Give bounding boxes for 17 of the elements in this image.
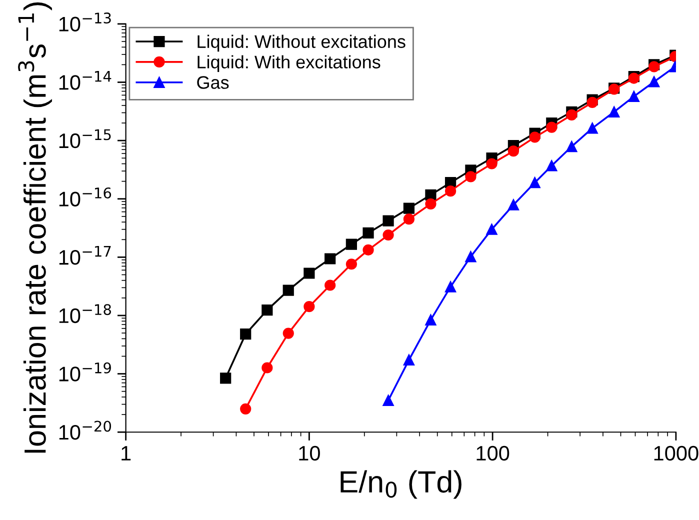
legend-label: Gas [197,76,229,89]
y-tick-label: 10$^{−19}$ [59,362,111,382]
y-tick-label: 10$^{−14}$ [59,71,112,90]
y-tick-label: 10$^{−16}$ [59,187,112,206]
x-axis-title: E/n$_{0}$ (Td) [340,470,462,499]
y-axis-title: Ionization rate coefficient (m$^{3}$s$^{−1}$) [18,2,52,453]
x-tick-label: 1000 [654,446,698,461]
y-tick-label: 10$^{−15}$ [59,129,111,148]
x-tick-label: 10 [299,446,320,461]
y-tick-label: 10$^{−17}$ [59,246,111,265]
legend-label: Liquid: Without excitations [198,34,406,52]
y-tick-label: 10$^{−18}$ [59,304,111,324]
y-tick-label: 10$^{−20}$ [59,420,112,440]
x-tick-label: 100 [476,446,510,461]
x-tick-label: 1 [122,446,131,460]
y-tick-label: 10$^{−13}$ [59,12,111,32]
legend-label: Liquid: With excitations [198,55,380,72]
